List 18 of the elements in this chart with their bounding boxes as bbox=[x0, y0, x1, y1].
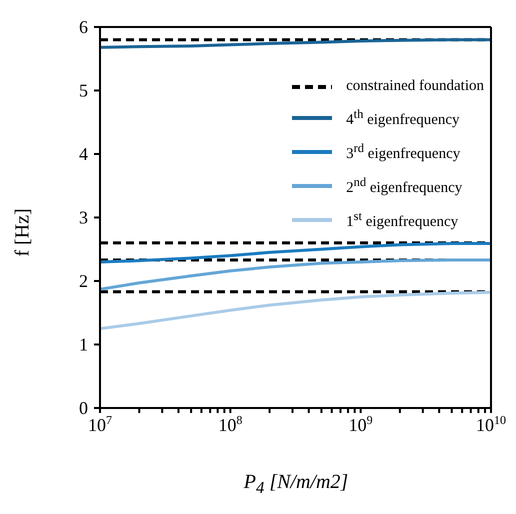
legend-label: 1$^{st}$ eigenfrequency bbox=[346, 209, 458, 231]
y-tick-label: 4 bbox=[79, 144, 88, 164]
x-axis-title: P$_{4}$ [N/m/m2] bbox=[242, 471, 350, 498]
y-tick-label: 1 bbox=[79, 334, 88, 354]
legend-label: 4$^{th}$ eigenfrequency bbox=[346, 107, 460, 129]
y-tick-label: 6 bbox=[79, 17, 88, 37]
legend-label: 3$^{rd}$ eigenfrequency bbox=[346, 141, 460, 163]
y-tick-label: 3 bbox=[79, 208, 88, 228]
x-tick-label: 10$^{10}$ bbox=[476, 413, 506, 435]
x-tick-label: 10$^{8}$ bbox=[218, 413, 242, 435]
legend-label: 2$^{nd}$ eigenfrequency bbox=[346, 175, 462, 197]
x-tick-label: 10$^{9}$ bbox=[348, 413, 373, 435]
legend-label: constrained foundation bbox=[346, 78, 484, 95]
y-axis-title: f [Hz] bbox=[12, 208, 34, 256]
x-tick-label: 10$^{7}$ bbox=[88, 413, 112, 435]
y-tick-label: 2 bbox=[79, 271, 88, 291]
y-tick-label: 0 bbox=[79, 398, 88, 418]
y-tick-label: 5 bbox=[79, 80, 88, 100]
